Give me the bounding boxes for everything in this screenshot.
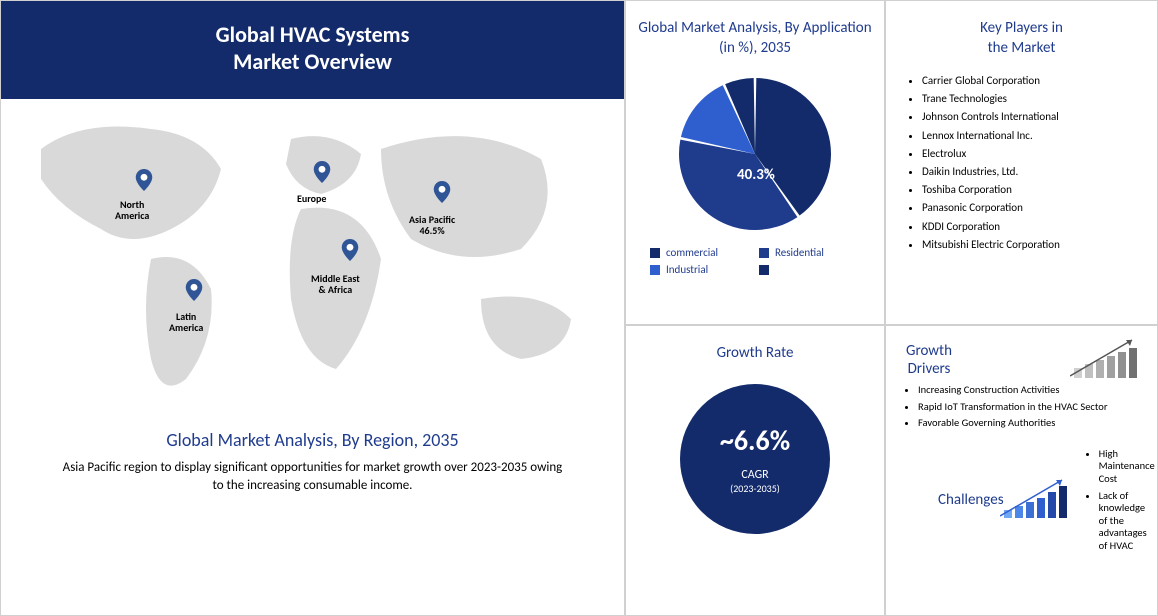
pie-title: Global Market Analysis, By Application (… bbox=[626, 1, 884, 66]
growth-rate-value: ~6.6% bbox=[720, 423, 790, 458]
list-item: Lack of knowledge of the advantages of H… bbox=[1099, 490, 1155, 553]
header-band: Global HVAC Systems Market Overview bbox=[1, 1, 624, 99]
list-item: Increasing Construction Activities bbox=[918, 384, 1141, 397]
pie-panel: Global Market Analysis, By Application (… bbox=[625, 0, 885, 325]
list-item: Mitsubishi Electric Corporation bbox=[922, 238, 1157, 251]
map-pin-ap bbox=[431, 181, 453, 203]
legend-item bbox=[759, 263, 860, 276]
list-item: Daikin Industries, Ltd. bbox=[922, 165, 1157, 178]
map-pin-na bbox=[133, 169, 155, 191]
list-item: KDDI Corporation bbox=[922, 220, 1157, 233]
header-line2: Market Overview bbox=[1, 48, 624, 75]
growth-rate-panel: Growth Rate ~6.6% CAGR (2023-2035) bbox=[625, 325, 885, 616]
growth-rate-circle: ~6.6% CAGR (2023-2035) bbox=[680, 384, 830, 534]
map-label-eu: Europe bbox=[297, 193, 326, 204]
list-item: Lennox International Inc. bbox=[922, 129, 1157, 142]
list-item: High Maintenance Cost bbox=[1099, 448, 1155, 486]
legend-item: Residential bbox=[759, 246, 860, 259]
list-item: Trane Technologies bbox=[922, 92, 1157, 105]
key-players-panel: Key Players in the Market Carrier Global… bbox=[885, 0, 1158, 325]
growth-bars-icon bbox=[1074, 342, 1137, 378]
map-label-la: Latin America bbox=[169, 311, 203, 333]
challenges-list: High Maintenance Cost Lack of knowledge o… bbox=[1067, 444, 1158, 557]
list-item: Favorable Governing Authorities bbox=[918, 417, 1141, 430]
challenges-head: Challenges High Maintenance Cost Lack of … bbox=[886, 434, 1157, 559]
map-label-na: North America bbox=[115, 199, 149, 221]
map-footer-text: Asia Pacific region to display significa… bbox=[1, 451, 624, 495]
pie-center-label: 40.3% bbox=[737, 166, 775, 184]
legend-label: commercial bbox=[666, 246, 718, 259]
world-map: North America Latin America Europe Middle E… bbox=[1, 99, 624, 419]
growth-drivers-head: Growth Drivers bbox=[886, 326, 1157, 380]
growth-drivers-list: Increasing Construction Activities Rapid … bbox=[886, 380, 1157, 430]
key-players-title: Key Players in the Market bbox=[886, 1, 1157, 66]
pie-chart: 40.3% bbox=[675, 74, 835, 234]
legend-label: Residential bbox=[775, 246, 824, 259]
growth-drivers-title: Growth Drivers bbox=[906, 342, 952, 378]
map-pin-eu bbox=[311, 161, 333, 183]
map-label-mea: Middle East & Africa bbox=[311, 273, 360, 295]
pie-legend: commercial Residential Industrial bbox=[626, 234, 884, 276]
world-map-svg bbox=[1, 99, 625, 419]
header-line1: Global HVAC Systems bbox=[1, 21, 624, 48]
growth-rate-sub1: CAGR bbox=[741, 468, 768, 482]
legend-label: Industrial bbox=[666, 263, 708, 276]
map-pin-la bbox=[183, 279, 205, 301]
map-footer-title: Global Market Analysis, By Region, 2035 bbox=[1, 429, 624, 451]
list-item: Panasonic Corporation bbox=[922, 201, 1157, 214]
list-item: Toshiba Corporation bbox=[922, 183, 1157, 196]
legend-item: Industrial bbox=[650, 263, 751, 276]
list-item: Carrier Global Corporation bbox=[922, 74, 1157, 87]
list-item: Electrolux bbox=[922, 147, 1157, 160]
map-label-ap: Asia Pacific 46.5% bbox=[409, 214, 455, 236]
growth-rate-title: Growth Rate bbox=[626, 326, 884, 372]
key-players-list: Carrier Global Corporation Trane Technolo… bbox=[886, 66, 1157, 251]
drivers-challenges-panel: Growth Drivers Increasing Construction A… bbox=[885, 325, 1158, 616]
overview-panel: Global HVAC Systems Market Overview Nort… bbox=[0, 0, 625, 616]
legend-item: commercial bbox=[650, 246, 751, 259]
challenges-bars-icon bbox=[1004, 482, 1067, 518]
list-item: Rapid IoT Transformation in the HVAC Sec… bbox=[918, 401, 1141, 414]
challenges-title: Challenges bbox=[938, 491, 1004, 509]
growth-rate-sub2: (2023-2035) bbox=[730, 482, 780, 495]
map-pin-mea bbox=[339, 239, 361, 261]
list-item: Johnson Controls International bbox=[922, 110, 1157, 123]
